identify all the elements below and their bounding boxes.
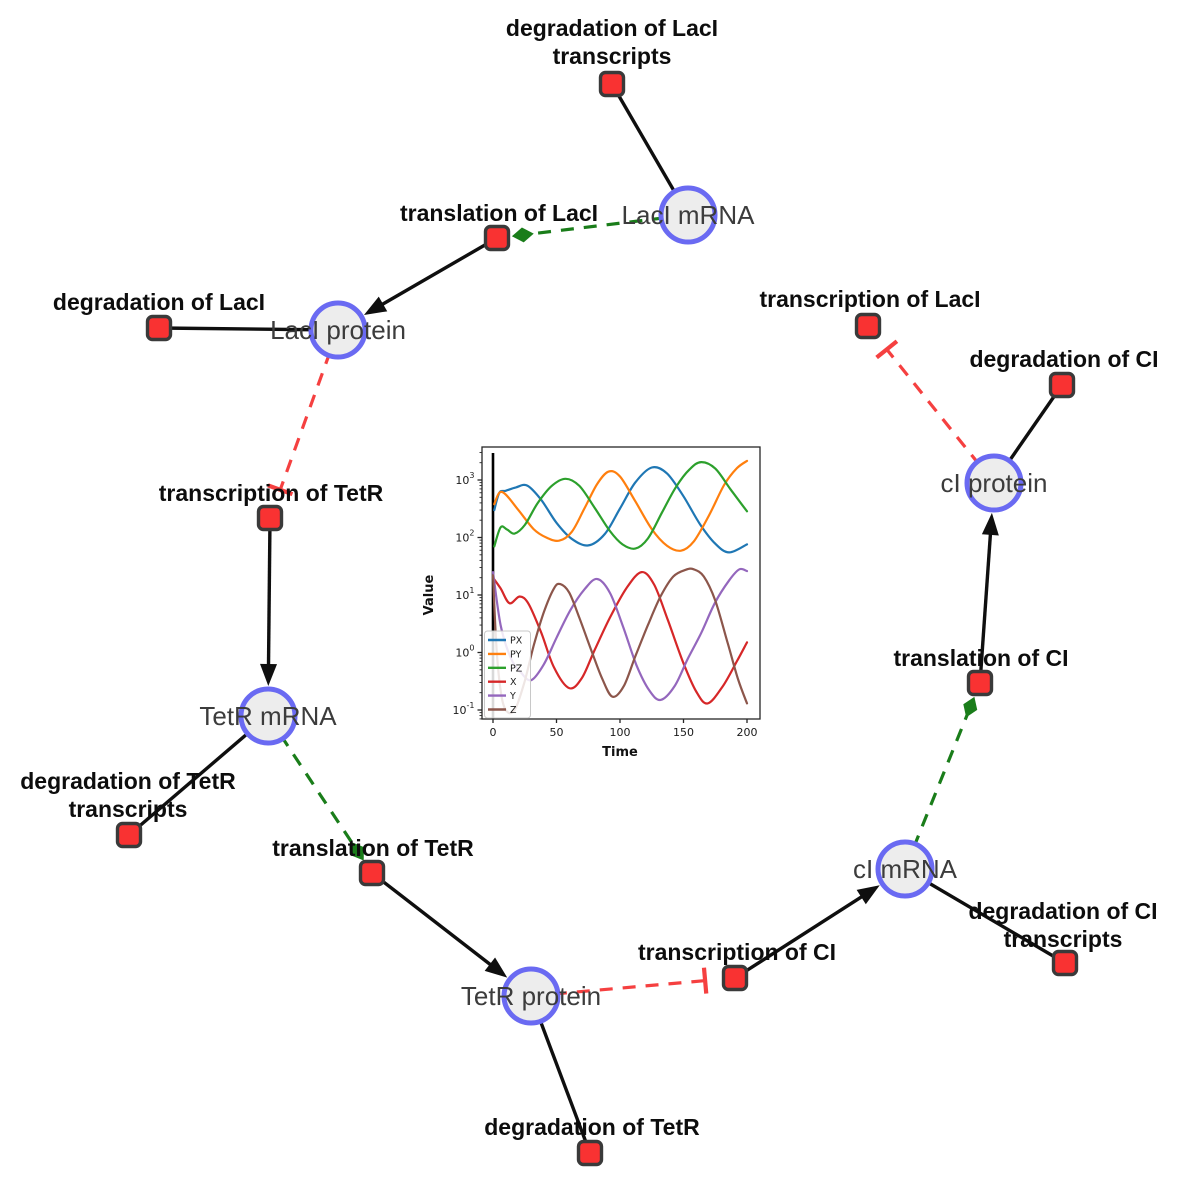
reaction-label-deg_ci_tx-line2: transcripts xyxy=(1004,926,1123,952)
y-tick-label: 103 xyxy=(455,471,474,487)
legend-label-PY: PY xyxy=(510,649,522,660)
reaction-label-transl_ci: translation of CI xyxy=(893,645,1068,671)
legend-label-X: X xyxy=(510,677,517,688)
x-axis-label: Time xyxy=(602,745,638,760)
edge-transl_ci-ci_protein xyxy=(978,528,993,684)
legend-label-PZ: PZ xyxy=(510,663,523,674)
species-node-laci_mrna[interactable] xyxy=(658,185,718,245)
edge-ci_mrna-deg_ci_tx xyxy=(904,867,1066,965)
reaction-label-deg_ci: degradation of CI xyxy=(969,346,1158,372)
y-tick-label: 100 xyxy=(455,644,474,660)
edge-tetr_protein-txn_ci-tbar-icon xyxy=(701,967,709,994)
species-label-tetr_protein: TetR protein xyxy=(461,981,601,1011)
species-label-ci_mrna: cI mRNA xyxy=(853,854,958,884)
legend-label-PX: PX xyxy=(510,636,523,647)
reaction-node-deg_tetr[interactable] xyxy=(576,1139,604,1167)
reaction-label-deg_laci_tx-line1: degradation of LacI xyxy=(506,15,718,41)
edge-transl_tetr-tetr_protein xyxy=(370,871,496,970)
edge-laci_protein-deg_laci xyxy=(158,326,339,332)
x-tick-label: 0 xyxy=(490,726,497,739)
reaction-node-deg_laci[interactable] xyxy=(145,314,173,342)
reaction-label-deg_tetr: degradation of TetR xyxy=(484,1114,700,1140)
reaction-label-deg_ci_tx-line1: degradation of CI xyxy=(968,898,1157,924)
x-tick-label: 50 xyxy=(550,726,564,739)
edge-txn_ci-ci_mrna-arrowhead-icon xyxy=(856,885,880,905)
series-Z-line xyxy=(491,567,749,715)
reaction-label-deg_laci_tx-line2: transcripts xyxy=(553,43,672,69)
axes-frame xyxy=(481,446,761,720)
reaction-label-deg_laci: degradation of LacI xyxy=(53,289,265,315)
species-label-ci_protein: cI protein xyxy=(941,468,1048,498)
reaction-node-transl_ci[interactable] xyxy=(966,669,994,697)
species-node-tetr_protein[interactable] xyxy=(501,966,561,1026)
reaction-label-txn_tetr: transcription of TetR xyxy=(159,480,384,506)
y-tick-label: 10-1 xyxy=(453,701,475,717)
edge-tetr_mrna-transl_tetr-diamond-icon xyxy=(351,842,364,861)
series-PY-line xyxy=(493,459,749,552)
edge-transl_laci-laci_protein-arrowhead-icon xyxy=(363,296,388,315)
reaction-label-txn_ci: transcription of CI xyxy=(638,939,836,965)
x-tick-label: 200 xyxy=(737,726,758,739)
y-tick-label: 102 xyxy=(455,529,474,545)
reaction-node-txn_laci[interactable] xyxy=(854,312,882,340)
species-label-laci_protein: LacI protein xyxy=(270,315,406,345)
time-series-inset: 0 50 100 150 200 103 102 101 100 10-1 Time Value PX P… xyxy=(420,425,780,770)
species-label-laci_mrna: LacI mRNA xyxy=(622,200,756,230)
edge-laci_mrna-transl_laci-diamond-icon xyxy=(511,227,534,243)
series-PX-line xyxy=(493,466,749,554)
edge-ci_mrna-transl_ci-diamond-icon xyxy=(963,696,978,718)
edge-txn_tetr-tetr_mrna-arrowhead-icon xyxy=(260,663,278,687)
edge-transl_ci-ci_protein-arrowhead-icon xyxy=(981,512,999,536)
edge-transl_tetr-tetr_protein-arrowhead-icon xyxy=(484,957,508,978)
species-label-tetr_mrna: TetR mRNA xyxy=(199,701,337,731)
reaction-label-transl_laci: translation of LacI xyxy=(400,200,598,226)
legend-label-Y: Y xyxy=(509,691,516,702)
edge-txn_tetr-tetr_mrna xyxy=(266,517,272,671)
reaction-node-transl_tetr[interactable] xyxy=(358,859,386,887)
edge-txn_ci-ci_mrna xyxy=(734,892,868,980)
species-node-ci_mrna[interactable] xyxy=(875,839,935,899)
species-node-tetr_mrna[interactable] xyxy=(238,686,298,746)
species-node-laci_protein[interactable] xyxy=(308,300,368,360)
edge-ci_protein-txn_laci-tbar-icon xyxy=(875,339,899,360)
reaction-node-transl_laci[interactable] xyxy=(483,224,511,252)
edge-tetr_mrna-deg_tetr_tx xyxy=(127,714,270,837)
reaction-label-deg_tetr_tx-line2: transcripts xyxy=(69,796,188,822)
reaction-node-txn_tetr[interactable] xyxy=(256,504,284,532)
reaction-label-txn_laci: transcription of LacI xyxy=(759,286,980,312)
reaction-node-deg_tetr_tx[interactable] xyxy=(115,821,143,849)
series-Y-line xyxy=(491,567,749,702)
edge-transl_laci-laci_protein xyxy=(376,236,498,309)
reaction-label-deg_tetr_tx-line1: degradation of TetR xyxy=(20,768,236,794)
series-PZ-line xyxy=(493,461,749,550)
y-axis-label: Value xyxy=(422,574,437,615)
legend-box xyxy=(484,630,531,719)
species-node-ci_protein[interactable] xyxy=(964,453,1024,513)
reaction-node-deg_ci_tx[interactable] xyxy=(1051,949,1079,977)
legend-label-Z: Z xyxy=(510,705,517,716)
reaction-node-deg_ci[interactable] xyxy=(1048,371,1076,399)
y-tick-label: 101 xyxy=(455,586,474,602)
reaction-node-deg_laci_tx[interactable] xyxy=(598,70,626,98)
reaction-node-txn_ci[interactable] xyxy=(721,964,749,992)
x-tick-label: 100 xyxy=(610,726,631,739)
series-X-line xyxy=(491,570,749,705)
reaction-label-transl_tetr: translation of TetR xyxy=(272,835,474,861)
edge-laci_protein-txn_tetr-tbar-icon xyxy=(267,483,294,497)
x-tick-label: 150 xyxy=(673,726,694,739)
